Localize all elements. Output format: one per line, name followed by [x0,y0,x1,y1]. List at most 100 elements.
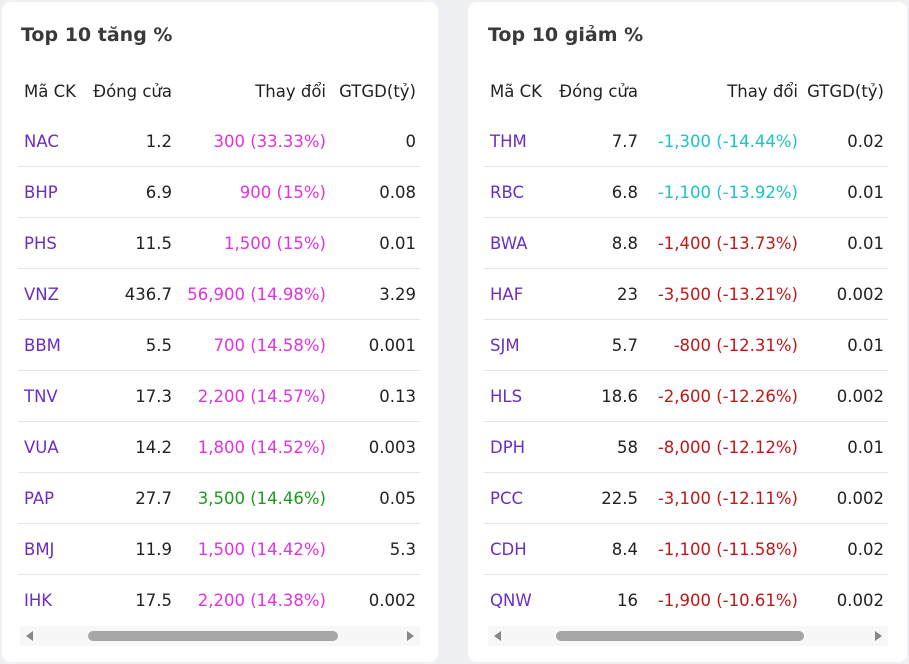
table-row[interactable]: HAF 23 -3,500 (-13.21%) 0.002 [484,268,888,320]
trade-value: 0.02 [802,523,888,575]
stock-symbol[interactable]: VUA [18,421,88,473]
header-value[interactable]: GTGD(tỷ) [807,81,884,101]
stock-symbol[interactable]: QNW [484,574,550,625]
scroll-thumb[interactable] [556,631,804,641]
price-change: 900 (15%) [176,166,330,218]
close-price: 17.3 [88,370,176,422]
price-change: 2,200 (14.38%) [176,574,330,625]
table-row[interactable]: VUA 14.2 1,800 (14.52%) 0.003 [18,421,420,473]
table-row[interactable]: BMJ 11.9 1,500 (14.42%) 5.3 [18,523,420,575]
price-change: 3,500 (14.46%) [176,472,330,524]
gainers-header-row: Mã CK Đóng cửa Thay đổi GTGD(tỷ) [18,66,420,116]
close-price: 5.7 [550,319,642,371]
price-change: -1,400 (-13.73%) [642,217,802,269]
stock-symbol[interactable]: RBC [484,166,550,218]
trade-value: 0.002 [802,370,888,422]
trade-value: 0.002 [802,472,888,524]
table-row[interactable]: VNZ 436.7 56,900 (14.98%) 3.29 [18,268,420,320]
close-price: 58 [550,421,642,473]
table-row[interactable]: BBM 5.5 700 (14.58%) 0.001 [18,319,420,371]
stock-symbol[interactable]: PHS [18,217,88,269]
header-value[interactable]: GTGD(tỷ) [339,81,416,101]
table-row[interactable]: BWA 8.8 -1,400 (-13.73%) 0.01 [484,217,888,269]
header-close[interactable]: Đóng cửa [559,81,638,101]
table-row[interactable]: NAC 1.2 300 (33.33%) 0 [18,116,420,167]
losers-horizontal-scrollbar[interactable] [488,626,888,646]
stock-symbol[interactable]: TNV [18,370,88,422]
close-price: 27.7 [88,472,176,524]
price-change: 300 (33.33%) [213,131,326,151]
scroll-thumb[interactable] [88,631,338,641]
gainers-title: Top 10 tăng % [21,24,173,46]
header-symbol[interactable]: Mã CK [490,81,542,101]
stock-symbol[interactable]: BHP [18,166,88,218]
trade-value: 0.002 [330,574,420,625]
trade-value: 0.05 [330,472,420,524]
close-price: 14.2 [88,421,176,473]
price-change: -2,600 (-12.26%) [642,370,802,422]
price-change: 1,500 (14.42%) [176,523,330,575]
table-row[interactable]: CDH 8.4 -1,100 (-11.58%) 0.02 [484,523,888,575]
header-symbol[interactable]: Mã CK [24,81,76,101]
table-row[interactable]: IHK 17.5 2,200 (14.38%) 0.002 [18,574,420,625]
gainers-horizontal-scrollbar[interactable] [20,626,420,646]
stock-symbol[interactable]: THM [490,131,527,151]
trade-value: 0.13 [330,370,420,422]
stock-symbol[interactable]: PAP [18,472,88,524]
table-row[interactable]: TNV 17.3 2,200 (14.57%) 0.13 [18,370,420,422]
stock-symbol[interactable]: DPH [484,421,550,473]
price-change: 56,900 (14.98%) [176,268,330,320]
scroll-right-arrow-icon[interactable] [407,631,414,641]
scroll-left-arrow-icon[interactable] [26,631,33,641]
price-change: -3,500 (-13.21%) [642,268,802,320]
stock-symbol[interactable]: PCC [484,472,550,524]
stock-symbol[interactable]: BBM [18,319,88,371]
close-price: 436.7 [88,268,176,320]
stock-symbol[interactable]: HAF [484,268,550,320]
close-price: 11.9 [88,523,176,575]
top-gainers-card: Top 10 tăng % Mã CK Đóng cửa Thay đổi GT… [2,2,438,662]
close-price: 22.5 [550,472,642,524]
stock-symbol[interactable]: NAC [24,131,59,151]
trade-value: 0.01 [802,217,888,269]
table-row[interactable]: PCC 22.5 -3,100 (-12.11%) 0.002 [484,472,888,524]
header-change[interactable]: Thay đổi [255,81,326,101]
trade-value: 3.29 [330,268,420,320]
stock-symbol[interactable]: BWA [484,217,550,269]
close-price: 5.5 [88,319,176,371]
price-change: 1,800 (14.52%) [176,421,330,473]
trade-value: 0.002 [802,268,888,320]
stock-symbol[interactable]: SJM [484,319,550,371]
table-row[interactable]: DPH 58 -8,000 (-12.12%) 0.01 [484,421,888,473]
trade-value: 0.001 [330,319,420,371]
top-losers-card: Top 10 giảm % Mã CK Đóng cửa Thay đổi GT… [468,2,907,662]
table-row[interactable]: PAP 27.7 3,500 (14.46%) 0.05 [18,472,420,524]
stock-symbol[interactable]: HLS [484,370,550,422]
stock-symbol[interactable]: BMJ [18,523,88,575]
header-close[interactable]: Đóng cửa [93,81,172,101]
header-change[interactable]: Thay đổi [727,81,798,101]
table-row[interactable]: THM 7.7 -1,300 (-14.44%) 0.02 [484,116,888,167]
table-row[interactable]: SJM 5.7 -800 (-12.31%) 0.01 [484,319,888,371]
table-row[interactable]: RBC 6.8 -1,100 (-13.92%) 0.01 [484,166,888,218]
table-row[interactable]: PHS 11.5 1,500 (15%) 0.01 [18,217,420,269]
stock-symbol[interactable]: IHK [18,574,88,625]
stock-symbol[interactable]: CDH [484,523,550,575]
price-change: 1,500 (15%) [176,217,330,269]
table-row[interactable]: QNW 16 -1,900 (-10.61%) 0.002 [484,574,888,625]
trade-value: 0.02 [847,131,884,151]
close-price: 7.7 [611,131,638,151]
scroll-right-arrow-icon[interactable] [875,631,882,641]
stock-symbol[interactable]: VNZ [18,268,88,320]
price-change: 700 (14.58%) [176,319,330,371]
trade-value: 0.002 [802,574,888,625]
scroll-left-arrow-icon[interactable] [494,631,501,641]
price-change: 2,200 (14.57%) [176,370,330,422]
gainers-rows: NAC 1.2 300 (33.33%) 0 BHP 6.9 900 (15%) 0.08 PH… [18,116,420,625]
close-price: 8.4 [550,523,642,575]
table-row[interactable]: HLS 18.6 -2,600 (-12.26%) 0.002 [484,370,888,422]
price-change: -1,300 (-14.44%) [657,131,798,151]
table-row[interactable]: BHP 6.9 900 (15%) 0.08 [18,166,420,218]
close-price: 11.5 [88,217,176,269]
price-change: -1,900 (-10.61%) [642,574,802,625]
